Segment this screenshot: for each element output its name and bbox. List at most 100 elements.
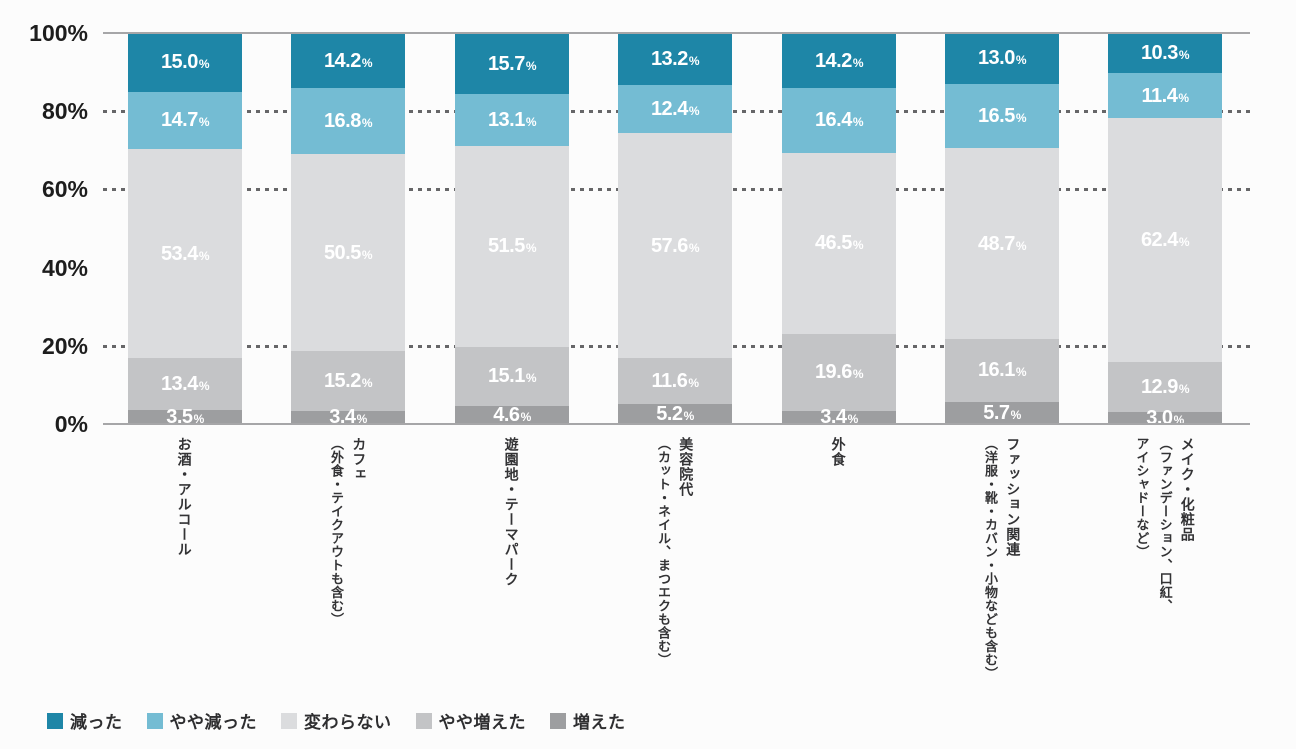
percent-sign: % — [1178, 48, 1190, 63]
percent-sign: % — [1173, 413, 1185, 428]
value-label: 16.8% — [324, 111, 373, 131]
category-name: ファッション関連 — [1005, 437, 1022, 557]
percent-sign: % — [688, 240, 700, 255]
value-label: 16.4% — [814, 109, 864, 132]
category-name: メイク・化粧品 — [1179, 437, 1196, 542]
value-number: 62.4 — [1140, 228, 1178, 251]
bar-segment: 15.0% — [128, 33, 242, 92]
bar-segment: 14.2% — [782, 33, 896, 89]
legend: 減った やや減った 変わらない やや増えた 増えた — [47, 708, 626, 733]
category-note: （カット・ネイル、まつエクも含む） — [656, 437, 671, 667]
value-number: 50.5 — [323, 241, 361, 264]
category-name: 遊園地・テーマパーク — [503, 437, 520, 587]
bar-segment: 57.6% — [618, 133, 732, 359]
bar-segment: 13.0% — [945, 33, 1059, 84]
legend-swatch — [550, 712, 566, 729]
percent-sign: % — [852, 238, 864, 253]
value-number: 15.2 — [323, 370, 361, 393]
value-number: 5.2 — [656, 402, 683, 425]
bar-segment: 62.4% — [1108, 117, 1222, 362]
value-number: 11.6 — [651, 369, 688, 392]
x-axis-label-text: カフェ （外食・テイクアウトも含む） — [325, 437, 371, 626]
value-label: 5.2% — [656, 402, 694, 425]
percent-sign: % — [1178, 90, 1189, 105]
x-axis-label: 遊園地・テーマパーク — [455, 437, 569, 587]
percent-sign: % — [688, 103, 700, 118]
percent-sign: % — [361, 116, 373, 131]
value-label: 62.4% — [1140, 228, 1190, 251]
value-label: 14.2% — [323, 49, 373, 72]
percent-sign: % — [525, 371, 537, 386]
bar-segment: 11.6% — [618, 358, 732, 404]
value-label: 12.9% — [1141, 377, 1190, 397]
percent-sign: % — [361, 55, 373, 70]
value-number: 4.6 — [493, 403, 520, 426]
x-axis-label-text: 美容院代 （カット・ネイル、まつエクも含む） — [652, 437, 698, 667]
bar-segment: 5.2% — [618, 402, 732, 425]
value-label: 3.0% — [1146, 407, 1185, 430]
value-label: 3.4% — [329, 406, 367, 429]
percent-sign: % — [198, 248, 210, 263]
value-label: 57.6% — [651, 236, 700, 256]
bar-segment: 16.5% — [945, 83, 1059, 149]
value-label: 15.1% — [488, 366, 537, 386]
legend-item: 増えた — [550, 708, 626, 733]
bar-segment: 46.5% — [782, 152, 896, 335]
percent-sign: % — [1015, 238, 1027, 253]
bar-segment: 11.4% — [1108, 73, 1222, 118]
bar-segment: 12.4% — [618, 84, 732, 134]
bar-segment: 4.6% — [455, 403, 569, 426]
value-label: 13.1% — [488, 110, 537, 130]
value-label: 14.2% — [814, 49, 864, 72]
value-label: 11.6% — [651, 369, 700, 392]
value-number: 3.0 — [1146, 407, 1173, 430]
value-number: 15.0 — [160, 51, 198, 74]
category-name: 美容院代 — [678, 437, 695, 497]
bar-column: 15.7% 13.1% 51.5% 15.1% 4.6% — [455, 33, 569, 426]
value-number: 14.2 — [814, 49, 852, 72]
bar-column: 15.0% 14.7% 53.4% 13.4% 3.5% — [128, 33, 242, 427]
x-axis-label-text: お酒・アルコール — [173, 437, 196, 557]
top-boundary-line — [103, 32, 1250, 34]
legend-swatch — [281, 712, 297, 729]
value-number: 51.5 — [487, 235, 525, 258]
x-axis-label-text: 遊園地・テーマパーク — [500, 437, 523, 587]
bar-segment: 15.1% — [455, 346, 569, 406]
bar-segment: 13.1% — [455, 94, 569, 146]
x-axis-label: ファッション関連 （洋服・靴・カバン・小物なども含む） — [945, 437, 1059, 680]
value-number: 3.4 — [329, 406, 356, 429]
legend-label: 変わらない — [304, 713, 392, 732]
percent-sign: % — [1015, 365, 1027, 380]
value-number: 13.4 — [160, 373, 198, 396]
bar-segment: 48.7% — [945, 148, 1059, 339]
percent-sign: % — [1015, 111, 1027, 126]
bar-segment: 16.4% — [782, 88, 896, 153]
x-axis-label: カフェ （外食・テイクアウトも含む） — [291, 437, 405, 626]
value-label: 53.4% — [161, 244, 210, 264]
category-name: 外食 — [830, 437, 847, 467]
value-label: 3.5% — [166, 407, 204, 427]
x-axis-label-text: ファッション関連 （洋服・靴・カバン・小物なども含む） — [979, 437, 1025, 680]
value-label: 5.7% — [983, 403, 1022, 423]
bar-segment: 13.4% — [128, 357, 242, 411]
percent-sign: % — [847, 412, 859, 427]
percent-sign: % — [1178, 234, 1190, 249]
value-label: 15.2% — [323, 370, 373, 393]
bar-segment: 5.7% — [945, 401, 1059, 424]
bar-segment: 16.1% — [945, 338, 1059, 402]
value-number: 16.4 — [814, 109, 852, 132]
value-label: 50.5% — [323, 241, 373, 264]
legend-swatch — [415, 712, 432, 729]
percent-sign: % — [1010, 407, 1022, 422]
value-label: 46.5% — [815, 233, 864, 253]
value-number: 14.2 — [323, 49, 361, 72]
y-axis-tick: 80% — [41, 98, 88, 125]
value-number: 13.0 — [977, 47, 1015, 70]
value-label: 10.3% — [1140, 42, 1190, 65]
value-number: 3.4 — [820, 406, 847, 429]
percent-sign: % — [361, 376, 373, 391]
percent-sign: % — [361, 247, 373, 262]
bar-column: 10.3% 11.4% 62.4% 12.9% 3.0% — [1108, 33, 1222, 428]
value-number: 13.2 — [650, 47, 688, 70]
value-number: 10.3 — [1140, 42, 1178, 65]
